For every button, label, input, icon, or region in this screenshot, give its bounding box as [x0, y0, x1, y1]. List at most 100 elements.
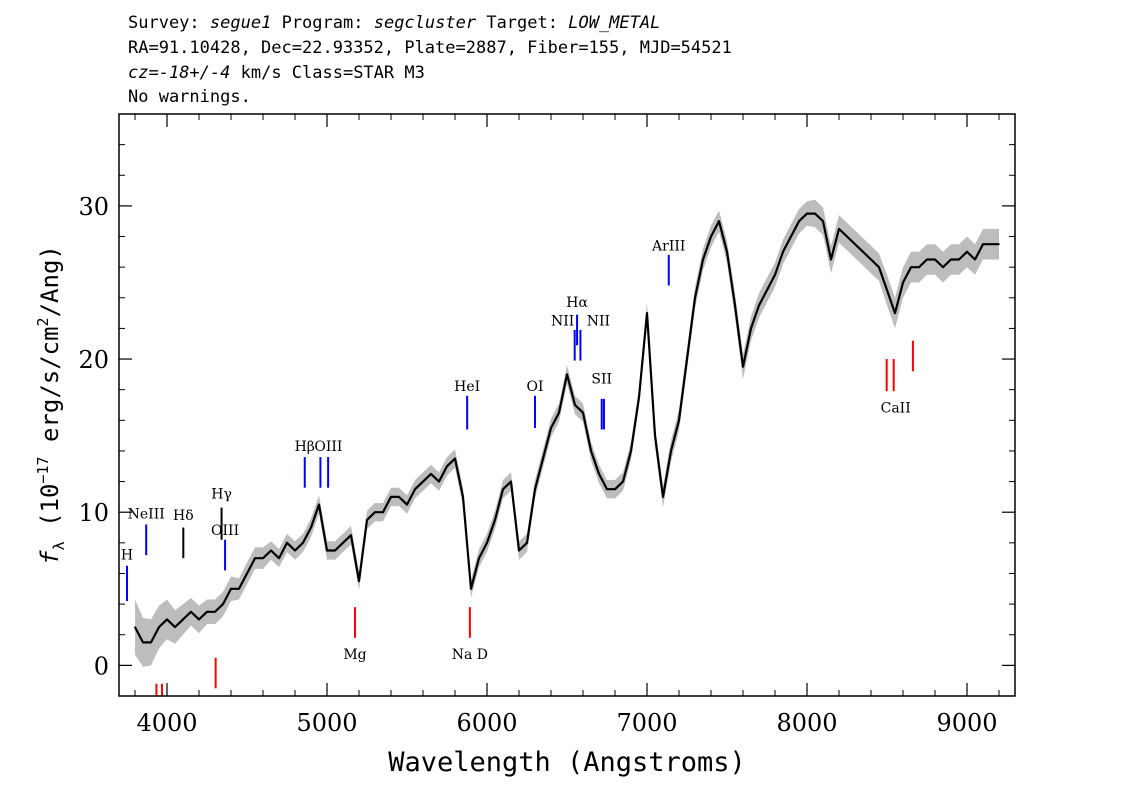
data-point: [334, 549, 336, 552]
y-axis-label-c: /Ang): [36, 245, 64, 317]
data-point: [462, 496, 464, 498]
data-point: [950, 258, 952, 261]
data-point: [182, 618, 184, 621]
data-point: [222, 603, 224, 605]
data-point: [270, 549, 272, 552]
data-point: [254, 557, 256, 559]
data-point: [550, 427, 552, 429]
data-point: [478, 557, 480, 559]
data-point: [470, 588, 472, 590]
data-point: [662, 496, 664, 498]
y-tick-label: 20: [78, 346, 109, 374]
data-point: [902, 281, 904, 284]
y-axis-label-f: f: [36, 550, 64, 565]
data-point: [278, 557, 280, 559]
chart-header-line-1: Survey: segue1 Program: segcluster Targe…: [128, 13, 660, 33]
spectral-line-label: Na D: [452, 647, 488, 663]
data-point: [158, 626, 160, 628]
chart-header-line-4: No warnings.: [128, 87, 251, 107]
x-tick-label: 6000: [456, 709, 517, 737]
data-point: [750, 327, 752, 330]
data-point: [830, 258, 832, 261]
spectral-line-label: CaII: [881, 401, 911, 417]
x-axis-label: Wavelength (Angstroms): [388, 747, 746, 778]
spectral-line-label: HeI: [454, 379, 480, 395]
data-point: [998, 243, 1000, 245]
spectral-line-label: NeIII: [128, 506, 165, 522]
plot-frame: [118, 113, 1016, 697]
x-tick-label: 8000: [776, 709, 837, 737]
data-point: [910, 266, 912, 269]
y-axis-label-sub: λ: [50, 541, 68, 550]
data-point: [734, 304, 736, 307]
data-point: [358, 580, 360, 582]
data-point: [454, 457, 456, 460]
data-point: [814, 212, 816, 215]
y-tick-label: 10: [78, 499, 109, 527]
data-point: [430, 473, 432, 475]
data-point: [350, 534, 352, 536]
data-point: [174, 626, 176, 628]
data-point: [302, 542, 304, 544]
data-point: [638, 396, 640, 399]
data-point: [398, 496, 400, 498]
data-point: [574, 404, 576, 406]
spectral-line-label: Hδ: [173, 508, 194, 524]
data-point: [646, 312, 648, 314]
data-point: [694, 297, 696, 299]
survey-value: segue1: [209, 13, 272, 33]
spectrum-line-layer: [134, 212, 1000, 644]
data-point: [614, 488, 616, 491]
spectral-line-label: OIII: [211, 523, 239, 539]
data-point: [526, 542, 528, 544]
data-point: [822, 220, 824, 222]
data-point: [294, 549, 296, 552]
data-point: [870, 258, 872, 261]
data-point: [198, 618, 200, 621]
data-point: [598, 473, 600, 475]
data-point: [622, 480, 624, 483]
data-point: [718, 220, 720, 222]
chart-header-line-2: RA=91.10428, Dec=22.93352, Plate=2887, F…: [128, 38, 732, 58]
data-point: [782, 251, 784, 253]
survey-label: Survey:: [128, 13, 200, 33]
data-point: [758, 304, 760, 307]
data-point: [318, 503, 320, 506]
data-point: [806, 212, 808, 215]
data-point: [590, 450, 592, 452]
data-point: [206, 611, 208, 613]
data-point: [798, 220, 800, 222]
data-point: [894, 312, 896, 314]
spectral-line-label: Hα: [566, 295, 588, 311]
data-point: [766, 289, 768, 291]
data-point: [678, 419, 680, 422]
data-point: [838, 228, 840, 230]
data-point: [262, 557, 264, 559]
spectral-line-label: ArIII: [651, 238, 685, 254]
data-point: [326, 549, 328, 552]
data-point: [190, 611, 192, 613]
data-point: [366, 519, 368, 521]
data-point: [670, 450, 672, 452]
data-point: [606, 488, 608, 491]
y-axis-label: fλ (10−17 erg/s/cm2/Ang): [34, 245, 68, 565]
data-point: [566, 373, 568, 376]
data-point: [558, 411, 560, 414]
data-point: [686, 358, 688, 360]
data-point: [990, 243, 992, 245]
data-point: [134, 626, 136, 628]
spectral-line-label: H: [121, 548, 133, 564]
cz-value: -18+/-4: [158, 63, 231, 83]
data-point: [918, 266, 920, 269]
axis-ticks: 4000 5000 6000 7000 8000 9000 0 10 20 30: [78, 113, 1015, 737]
chart-header-line-3: cz=-18+/-4 km/s Class=STAR M3: [128, 63, 425, 83]
data-point: [494, 519, 496, 521]
data-point: [486, 542, 488, 544]
spectral-line-label: OI: [526, 379, 543, 395]
error-band-layer: [135, 199, 999, 667]
data-point: [342, 542, 344, 544]
spectral-line-label: SII: [591, 372, 612, 388]
data-point: [286, 542, 288, 544]
